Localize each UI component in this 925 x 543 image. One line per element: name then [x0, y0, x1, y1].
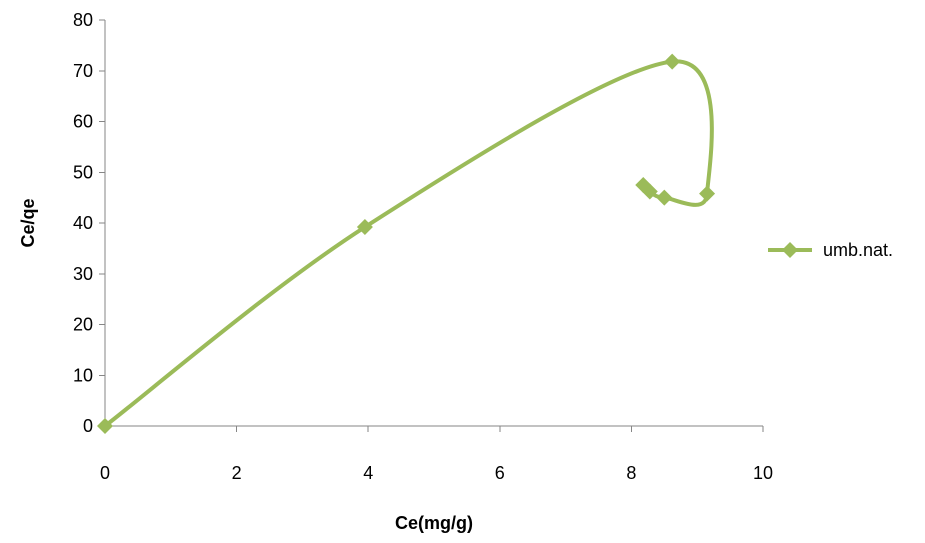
data-point-marker — [635, 176, 652, 193]
data-point-marker — [97, 418, 113, 434]
x-axis-title: Ce(mg/g) — [395, 513, 473, 533]
x-tick-label: 6 — [495, 463, 505, 483]
legend-marker-diamond — [782, 242, 798, 258]
x-axis-ticks: 0 2 4 6 8 10 — [100, 426, 773, 483]
y-tick-label: 10 — [73, 365, 93, 385]
x-tick-label: 2 — [232, 463, 242, 483]
y-tick-label: 20 — [73, 315, 93, 335]
data-point-marker — [699, 185, 716, 202]
data-point-marker — [664, 53, 681, 70]
x-tick-label: 10 — [753, 463, 773, 483]
x-tick-label: 0 — [100, 463, 110, 483]
y-tick-label: 60 — [73, 112, 93, 132]
y-tick-label: 30 — [73, 264, 93, 284]
series-layer — [97, 53, 716, 434]
y-axis-ticks: 0 10 20 30 40 50 60 70 80 — [73, 10, 105, 436]
data-point-marker — [656, 189, 673, 206]
x-tick-label: 8 — [626, 463, 636, 483]
y-axis-title: Ce/qe — [18, 198, 38, 247]
series-line — [103, 59, 714, 428]
y-tick-label: 50 — [73, 162, 93, 182]
y-tick-label: 80 — [73, 10, 93, 30]
y-tick-label: 40 — [73, 213, 93, 233]
legend: umb.nat. — [768, 240, 893, 260]
x-tick-label: 4 — [363, 463, 373, 483]
legend-label: umb.nat. — [823, 240, 893, 260]
data-point-marker — [356, 219, 373, 236]
y-tick-label: 70 — [73, 61, 93, 81]
y-tick-label: 0 — [83, 416, 93, 436]
